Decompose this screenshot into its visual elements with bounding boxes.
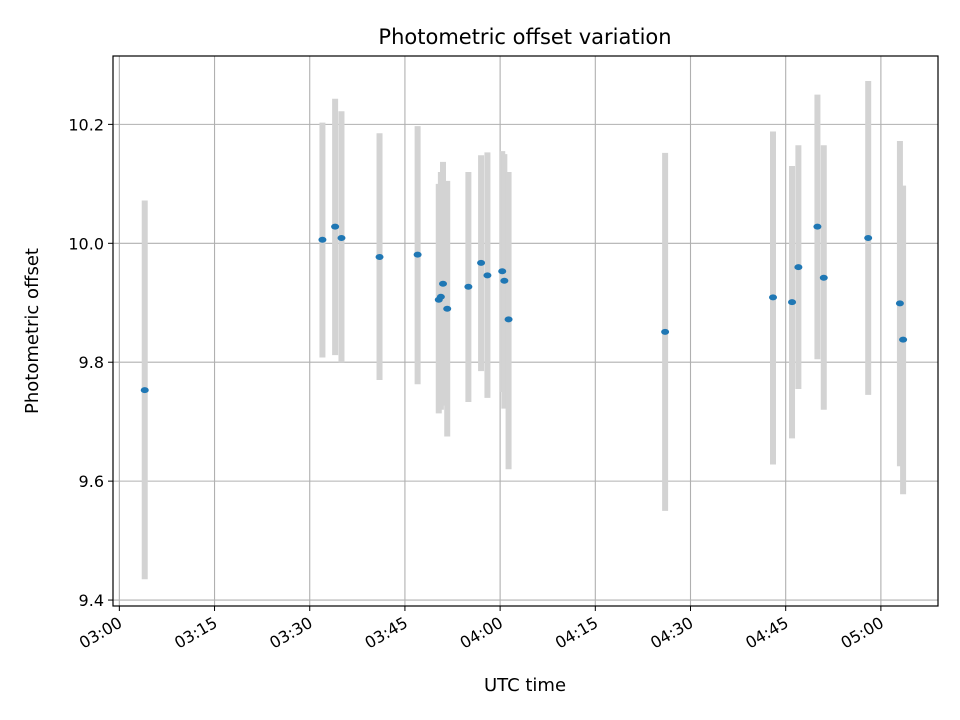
y-tick-label: 9.6	[79, 472, 104, 491]
plot-frame	[112, 55, 939, 607]
y-tick-label: 9.4	[79, 591, 104, 610]
data-point	[439, 280, 447, 287]
y-axis-title: Photometric offset	[22, 248, 43, 414]
data-point	[498, 268, 507, 275]
data-point	[819, 274, 828, 281]
data-point	[895, 300, 904, 307]
data-point	[500, 277, 509, 284]
data-point	[436, 293, 445, 300]
data-point	[769, 294, 777, 301]
data-point	[140, 387, 149, 394]
data-point	[375, 253, 384, 260]
data-point	[504, 316, 513, 323]
data-point	[477, 259, 486, 266]
data-point	[337, 234, 346, 241]
data-point	[794, 264, 803, 271]
grid-lines	[113, 56, 938, 606]
data-point	[864, 234, 873, 241]
data-points	[140, 223, 908, 394]
data-point	[661, 328, 670, 335]
data-point	[483, 272, 492, 279]
data-point	[331, 223, 340, 230]
data-point	[788, 299, 797, 306]
data-point	[813, 223, 822, 230]
x-axis-title: UTC time	[484, 675, 566, 696]
data-point	[899, 336, 908, 343]
data-point	[318, 236, 327, 243]
data-point	[413, 251, 422, 258]
data-point	[464, 283, 473, 290]
chart-title: Photometric offset variation	[378, 25, 671, 49]
y-tick-label: 10.0	[68, 234, 104, 253]
data-point	[443, 305, 452, 312]
y-tick-label: 10.2	[68, 115, 104, 134]
y-tick-label: 9.8	[79, 353, 104, 372]
